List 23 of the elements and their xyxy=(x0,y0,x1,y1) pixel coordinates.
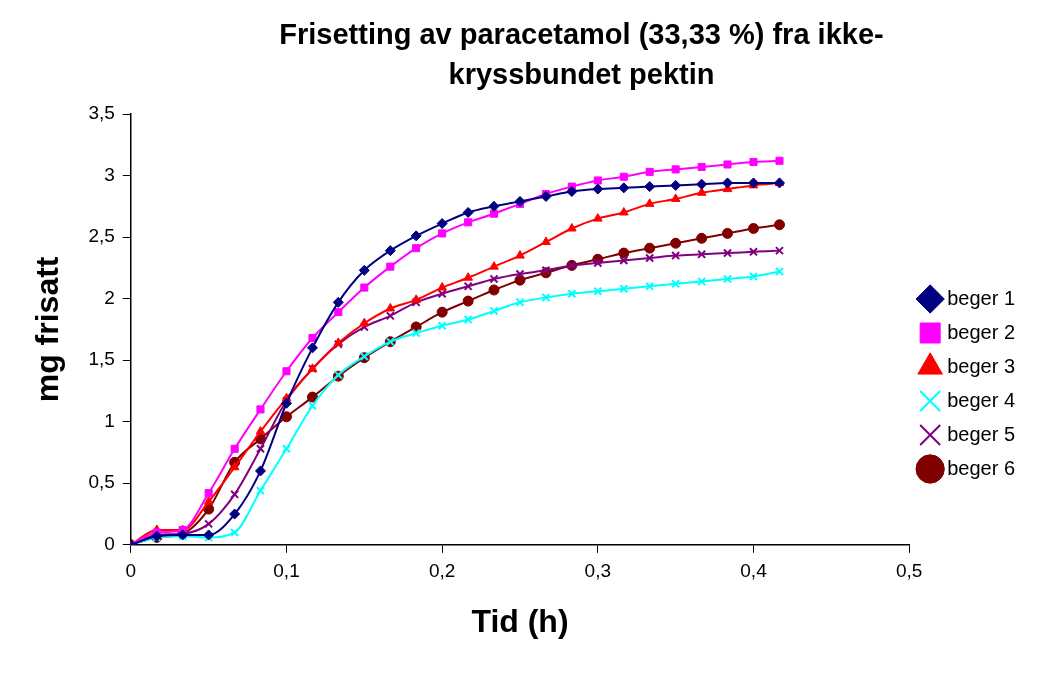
x-tick-label: 0,1 xyxy=(273,560,300,582)
y-axis-title: mg frisatt xyxy=(29,256,66,403)
y-tick-label: 2,5 xyxy=(88,225,115,247)
legend-label: beger 6 xyxy=(947,456,1016,479)
y-tick-label: 0 xyxy=(104,533,115,555)
y-tick-label: 3 xyxy=(104,163,115,185)
chart-title: Frisetting av paracetamol (33,33 %) fra ikke-kryssbundet pektin xyxy=(278,17,885,92)
y-tick-label: 3,5 xyxy=(88,102,115,124)
x-tick-label: 0,3 xyxy=(584,560,612,582)
y-tick-label: 2 xyxy=(104,286,115,308)
x-tick-label: 0 xyxy=(125,560,137,582)
legend-label: beger 2 xyxy=(947,320,1016,343)
legend-label: beger 4 xyxy=(947,388,1016,411)
y-tick-label: 0,5 xyxy=(88,471,115,493)
legend-label: beger 5 xyxy=(947,422,1016,445)
x-tick-label: 0,4 xyxy=(740,560,768,582)
legend-label: beger 3 xyxy=(947,354,1016,377)
y-tick-label: 1,5 xyxy=(88,348,115,370)
legend-label: beger 1 xyxy=(947,286,1016,309)
x-tick-label: 0,5 xyxy=(895,560,923,582)
x-axis-title: Tid (h) xyxy=(471,602,569,639)
y-tick-label: 1 xyxy=(104,409,115,431)
x-tick-label: 0,2 xyxy=(428,560,456,582)
